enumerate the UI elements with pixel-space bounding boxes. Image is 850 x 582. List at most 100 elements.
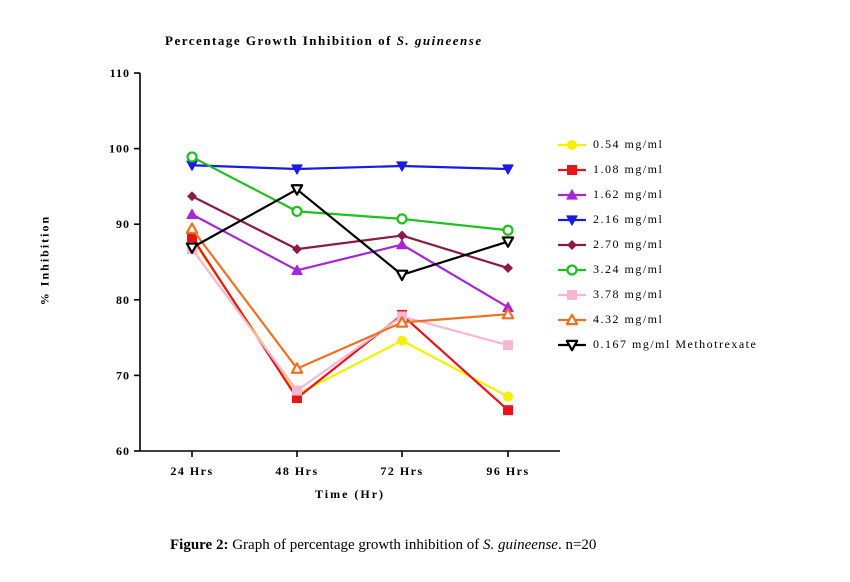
- series-3-24-mg-ml: [186, 151, 514, 236]
- legend-swatch: [558, 139, 586, 150]
- series-2-70-mg-ml-point: [292, 244, 302, 255]
- legend-swatch-marker: [565, 339, 579, 351]
- y-tick-label: 90: [116, 217, 130, 231]
- series-3-24-mg-ml-point: [186, 151, 198, 163]
- y-tick-label: 70: [116, 368, 130, 382]
- legend-label: 0.54 mg/ml: [593, 137, 664, 151]
- series-0-167-mg-ml-methotrexate-point: [290, 184, 304, 196]
- legend-item-3-78-mg-ml: 3.78 mg/ml: [556, 282, 757, 307]
- y-tick-label: 100: [109, 142, 130, 156]
- legend-item-3-24-mg-ml: 3.24 mg/ml: [556, 257, 757, 282]
- series-1-08-mg-ml-line: [191, 236, 509, 411]
- series-1-08-mg-ml: [187, 232, 513, 416]
- chart-title-prefix: Percentage Growth Inhibition of: [165, 33, 397, 48]
- legend-swatch-marker: [567, 139, 577, 150]
- series-0-54-mg-ml-point: [397, 335, 407, 346]
- x-tick-label: 48 Hrs: [275, 464, 318, 478]
- series-3-78-mg-ml-line: [191, 248, 509, 392]
- legend-label: 3.78 mg/ml: [593, 287, 664, 301]
- series-4-32-mg-ml-point: [501, 307, 515, 320]
- caption-suffix: . n=20: [557, 537, 597, 553]
- y-tick-label: 80: [116, 293, 130, 307]
- legend: 0.54 mg/ml 1.08 mg/ml 1.62 mg/ml 2.16 mg/ml…: [556, 132, 757, 357]
- legend-swatch: [558, 214, 586, 226]
- legend-swatch-marker: [566, 214, 578, 226]
- legend-item-2-16-mg-ml: 2.16 mg/ml: [556, 207, 757, 232]
- legend-swatch: [558, 339, 586, 351]
- legend-swatch: [558, 188, 586, 200]
- legend-label: 3.24 mg/ml: [593, 262, 664, 276]
- series-2-16-mg-ml-point: [291, 164, 303, 175]
- legend-swatch-marker: [566, 188, 578, 200]
- series-2-16-mg-ml-line: [191, 164, 509, 171]
- legend-swatch: [558, 313, 586, 325]
- series-0-167-mg-ml-methotrexate-point: [395, 269, 409, 282]
- series-2-70-mg-ml-point: [397, 230, 407, 241]
- legend-label: 1.62 mg/ml: [593, 187, 664, 201]
- legend-swatch-marker: [567, 164, 577, 175]
- x-tick-label: 72 Hrs: [380, 464, 423, 478]
- legend-item-4-32-mg-ml: 4.32 mg/ml: [556, 307, 757, 332]
- caption-text: Graph of percentage growth inhibition of: [228, 537, 483, 553]
- legend-swatch: [558, 239, 586, 250]
- series-3-78-mg-ml-point: [503, 340, 513, 351]
- series-0-167-mg-ml-methotrexate-point: [501, 236, 515, 248]
- series-2-16-mg-ml: [186, 160, 514, 175]
- series-0-167-mg-ml-methotrexate-point: [185, 242, 199, 254]
- series-3-24-mg-ml-point: [502, 224, 514, 236]
- series-1-62-mg-ml-point: [396, 238, 408, 250]
- axes: 60 70 80 90 100 110 24 Hrs 48 Hrs 72 Hrs 96 Hrs: [109, 66, 560, 478]
- series-2-16-mg-ml-point: [502, 164, 514, 175]
- series-2-16-mg-ml-point: [396, 161, 408, 172]
- series-0-167-mg-ml-methotrexate: [185, 184, 515, 282]
- series-1-62-mg-ml: [186, 208, 514, 312]
- legend-item-2-70-mg-ml: 2.70 mg/ml: [556, 232, 757, 257]
- series-4-32-mg-ml: [185, 222, 515, 374]
- series-3-24-mg-ml-point: [291, 205, 303, 217]
- y-tick-label: 60: [116, 444, 130, 458]
- series-2-70-mg-ml-line: [191, 195, 509, 270]
- series-4-32-mg-ml-point: [290, 362, 304, 374]
- legend-label: 2.70 mg/ml: [593, 237, 664, 251]
- legend-swatch: [558, 263, 586, 276]
- legend-label: 4.32 mg/ml: [593, 312, 664, 326]
- y-axis-label: % Inhibition: [37, 214, 52, 306]
- series-layer: [185, 151, 515, 416]
- series-0-167-mg-ml-methotrexate-line: [191, 188, 509, 276]
- caption-label: Figure 2:: [170, 537, 229, 553]
- series-1-08-mg-ml-point: [503, 405, 513, 416]
- chart-title: Percentage Growth Inhibition of S. guine…: [165, 33, 483, 49]
- x-tick-label: 96 Hrs: [486, 464, 529, 478]
- legend-item-1-08-mg-ml: 1.08 mg/ml: [556, 157, 757, 182]
- legend-swatch: [558, 164, 586, 175]
- caption-species: S. guineense: [482, 537, 558, 553]
- series-3-78-mg-ml-point: [292, 385, 302, 396]
- legend-item-0-167-mg-ml-methotrexate: 0.167 mg/ml Methotrexate: [556, 332, 757, 357]
- legend-item-1-62-mg-ml: 1.62 mg/ml: [556, 182, 757, 207]
- series-3-24-mg-ml-line: [191, 155, 509, 232]
- legend-swatch-marker: [567, 239, 577, 250]
- legend-swatch-marker: [565, 313, 579, 325]
- series-1-62-mg-ml-point: [291, 264, 303, 275]
- series-3-24-mg-ml-point: [396, 213, 408, 225]
- chart-title-species: S. guineense: [396, 33, 483, 48]
- series-2-70-mg-ml-point: [503, 263, 513, 274]
- legend-swatch-marker: [567, 289, 577, 300]
- series-4-32-mg-ml-point: [185, 222, 199, 234]
- series-2-70-mg-ml-point: [187, 191, 197, 202]
- legend-item-0-54-mg-ml: 0.54 mg/ml: [556, 132, 757, 157]
- legend-label: 1.08 mg/ml: [593, 162, 664, 176]
- series-4-32-mg-ml-point: [395, 316, 409, 328]
- legend-label: 2.16 mg/ml: [593, 212, 664, 226]
- x-tick-label: 24 Hrs: [170, 464, 213, 478]
- series-1-62-mg-ml-point: [186, 208, 198, 220]
- x-axis-label: Time (Hr): [314, 487, 386, 501]
- series-1-62-mg-ml-line: [191, 213, 509, 309]
- series-0-54-mg-ml-point: [503, 391, 513, 402]
- series-2-70-mg-ml: [187, 191, 513, 274]
- y-tick-label: 110: [110, 66, 130, 80]
- legend-swatch-marker: [566, 263, 578, 276]
- legend-label: 0.167 mg/ml Methotrexate: [593, 337, 758, 351]
- legend-swatch: [558, 289, 586, 300]
- figure-caption: Figure 2: Graph of percentage growth inh…: [170, 537, 596, 554]
